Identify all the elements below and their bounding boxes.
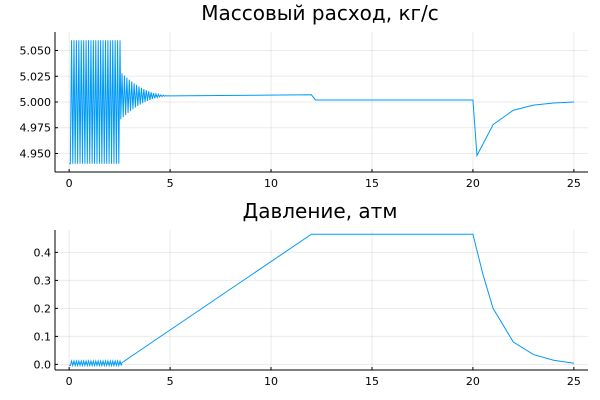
pressure-xtick-label: 10 bbox=[264, 375, 278, 388]
mass-flow-xtick-label: 20 bbox=[466, 177, 480, 190]
mass-flow-chart: Массовый расход, кг/с 0 5 10 15 20 25 4.950 4.9… bbox=[20, 1, 588, 190]
pressure-ytick-label: 0.2 bbox=[34, 302, 52, 315]
pressure-ticks: 0 5 10 15 20 25 0.0 0.1 0.2 0.3 0.4 bbox=[34, 246, 581, 388]
mass-flow-xtick-label: 10 bbox=[264, 177, 278, 190]
pressure-series-line bbox=[69, 233, 574, 368]
mass-flow-ytick-label: 5.000 bbox=[20, 96, 52, 109]
pressure-ytick-label: 0.1 bbox=[34, 330, 52, 343]
pressure-title: Давление, атм bbox=[243, 199, 398, 223]
pressure-xtick-label: 15 bbox=[365, 375, 379, 388]
mass-flow-ytick-label: 5.025 bbox=[20, 70, 52, 83]
mass-flow-ticks: 0 5 10 15 20 25 4.950 4.975 5.000 5.025 5.050 bbox=[20, 45, 581, 190]
pressure-ytick-label: 0.0 bbox=[34, 358, 52, 371]
mass-flow-xtick-label: 15 bbox=[365, 177, 379, 190]
mass-flow-xtick-label: 5 bbox=[167, 177, 174, 190]
mass-flow-grid bbox=[55, 32, 588, 172]
pressure-axes bbox=[54, 230, 588, 371]
pressure-xtick-label: 0 bbox=[66, 375, 73, 388]
pressure-xtick-label: 25 bbox=[567, 375, 581, 388]
mass-flow-title: Массовый расход, кг/с bbox=[201, 1, 439, 25]
pressure-xtick-label: 20 bbox=[466, 375, 480, 388]
mass-flow-ytick-label: 4.950 bbox=[20, 147, 52, 160]
mass-flow-ytick-label: 5.050 bbox=[20, 45, 52, 58]
pressure-xtick-label: 5 bbox=[167, 375, 174, 388]
pressure-chart: Давление, атм 0 5 10 15 20 25 0.0 0.1 0.2 0.3 0.4 bbox=[34, 199, 588, 388]
pressure-ytick-label: 0.4 bbox=[34, 246, 52, 259]
pressure-grid bbox=[55, 230, 588, 370]
mass-flow-ytick-label: 4.975 bbox=[20, 122, 52, 135]
mass-flow-xtick-label: 25 bbox=[567, 177, 581, 190]
pressure-ytick-label: 0.3 bbox=[34, 274, 52, 287]
mass-flow-series-line bbox=[69, 40, 574, 165]
mass-flow-xtick-label: 0 bbox=[66, 177, 73, 190]
